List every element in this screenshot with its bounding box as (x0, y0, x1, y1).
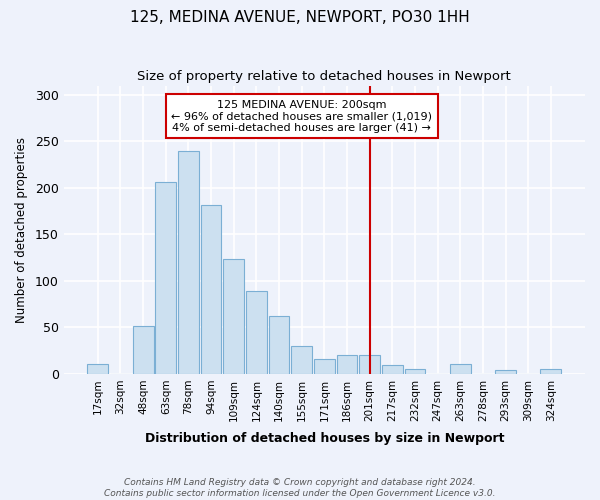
Bar (450, 364, 470, 374)
Text: 125, MEDINA AVENUE, NEWPORT, PO30 1HH: 125, MEDINA AVENUE, NEWPORT, PO30 1HH (130, 10, 470, 25)
X-axis label: Distribution of detached houses by size in Newport: Distribution of detached houses by size … (145, 432, 504, 445)
Bar (291, 346, 312, 374)
Bar (246, 291, 267, 374)
Bar (404, 370, 425, 374)
Bar (495, 370, 516, 374)
Bar (223, 260, 244, 374)
Bar (200, 204, 221, 374)
Bar (337, 356, 358, 374)
Bar (359, 356, 380, 374)
Bar (155, 182, 176, 374)
Bar (178, 150, 199, 374)
Text: Contains HM Land Registry data © Crown copyright and database right 2024.
Contai: Contains HM Land Registry data © Crown c… (104, 478, 496, 498)
Bar (133, 326, 154, 374)
Bar (88, 364, 108, 374)
Bar (382, 364, 403, 374)
Y-axis label: Number of detached properties: Number of detached properties (15, 136, 28, 322)
Bar (269, 316, 289, 374)
Bar (314, 359, 335, 374)
Bar (541, 370, 562, 374)
Text: 125 MEDINA AVENUE: 200sqm
← 96% of detached houses are smaller (1,019)
4% of sem: 125 MEDINA AVENUE: 200sqm ← 96% of detac… (171, 100, 432, 132)
Title: Size of property relative to detached houses in Newport: Size of property relative to detached ho… (137, 70, 511, 83)
